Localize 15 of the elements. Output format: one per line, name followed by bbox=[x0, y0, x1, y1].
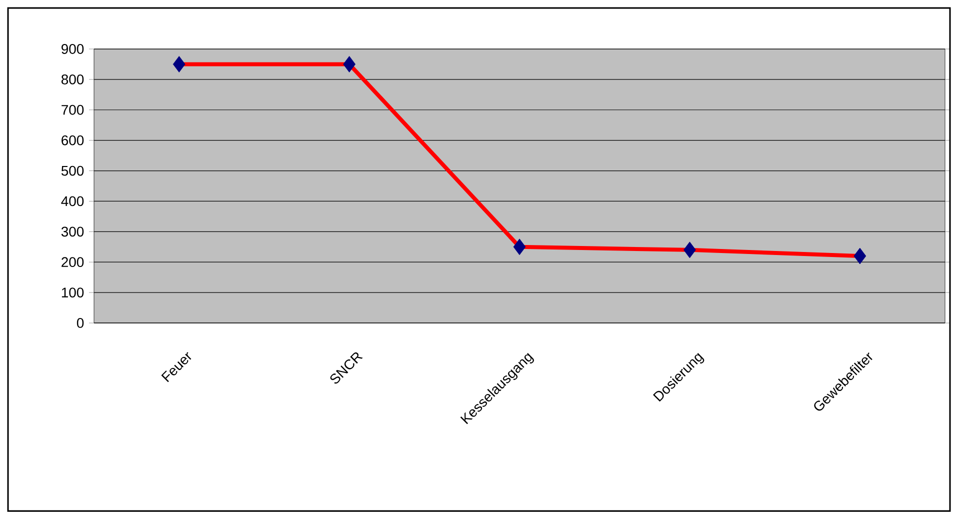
point bbox=[343, 56, 356, 72]
y-tick-label: 600 bbox=[62, 135, 84, 146]
point bbox=[513, 238, 526, 256]
y-tick-label: 900 bbox=[62, 44, 84, 54]
y-tick-label: 500 bbox=[61, 166, 84, 176]
y-tick-label: 200 bbox=[62, 257, 84, 268]
point bbox=[854, 248, 866, 264]
point bbox=[172, 56, 186, 72]
y-tick-label: 300 bbox=[61, 226, 84, 237]
y-tick-label: 800 bbox=[62, 74, 84, 84]
y-tick-label: 100 bbox=[62, 288, 84, 298]
y-tick-label: 400 bbox=[61, 196, 84, 206]
y-tick-label: 700 bbox=[62, 104, 84, 115]
y-tick-label: 0 bbox=[76, 318, 84, 328]
point bbox=[684, 242, 696, 258]
